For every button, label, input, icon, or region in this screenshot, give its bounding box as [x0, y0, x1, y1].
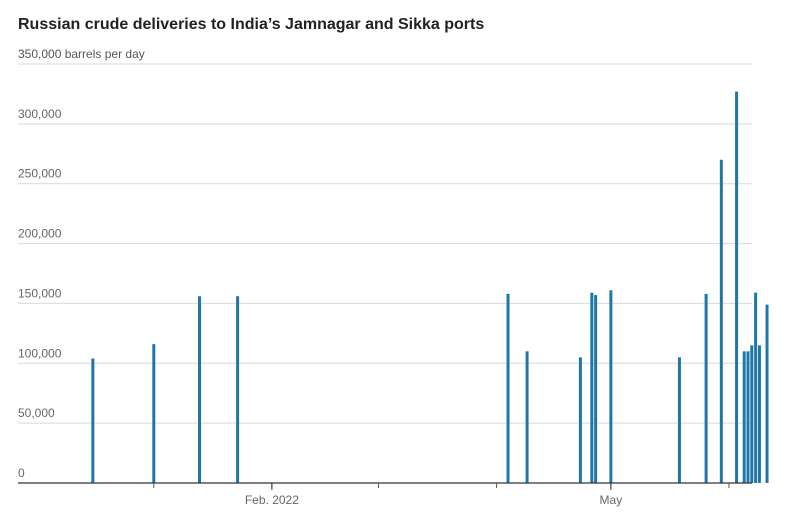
- bar: [91, 358, 95, 483]
- y-axis-tick-labels: 0 50,000 100,000 150,000 200,000 250,000 300,0…: [18, 47, 145, 480]
- bar: [525, 351, 529, 483]
- bar: [754, 292, 758, 483]
- bar: [757, 345, 761, 483]
- bar: [735, 91, 739, 483]
- x-tick-label: Feb. 2022: [245, 493, 299, 507]
- bar: [506, 293, 510, 483]
- bar: [746, 351, 750, 483]
- bar: [742, 351, 746, 483]
- bar: [236, 296, 240, 483]
- bar: [590, 292, 594, 483]
- y-tick-label: 350,000 barrels per day: [18, 47, 145, 61]
- y-tick-label: 200,000: [18, 227, 62, 241]
- bar: [677, 357, 681, 483]
- bars: [91, 91, 769, 483]
- bar: [719, 159, 723, 483]
- y-tick-label: 50,000: [18, 406, 55, 420]
- x-axis: Feb. 2022 May: [18, 482, 752, 507]
- bar: [578, 357, 582, 483]
- bar: [594, 295, 598, 483]
- bar: [750, 345, 754, 483]
- bar: [765, 304, 769, 483]
- bar: [198, 296, 202, 483]
- chart-title: Russian crude deliveries to India’s Jamn…: [18, 16, 485, 33]
- gridlines: [18, 63, 752, 424]
- x-tick-label: May: [600, 493, 623, 507]
- bar: [152, 344, 156, 483]
- bar: [704, 293, 708, 483]
- y-tick-label: 0: [18, 466, 25, 480]
- y-tick-label: 300,000: [18, 107, 62, 121]
- y-tick-label: 250,000: [18, 167, 62, 181]
- y-tick-label: 100,000: [18, 346, 62, 360]
- bar: [609, 290, 613, 483]
- y-tick-label: 150,000: [18, 286, 62, 300]
